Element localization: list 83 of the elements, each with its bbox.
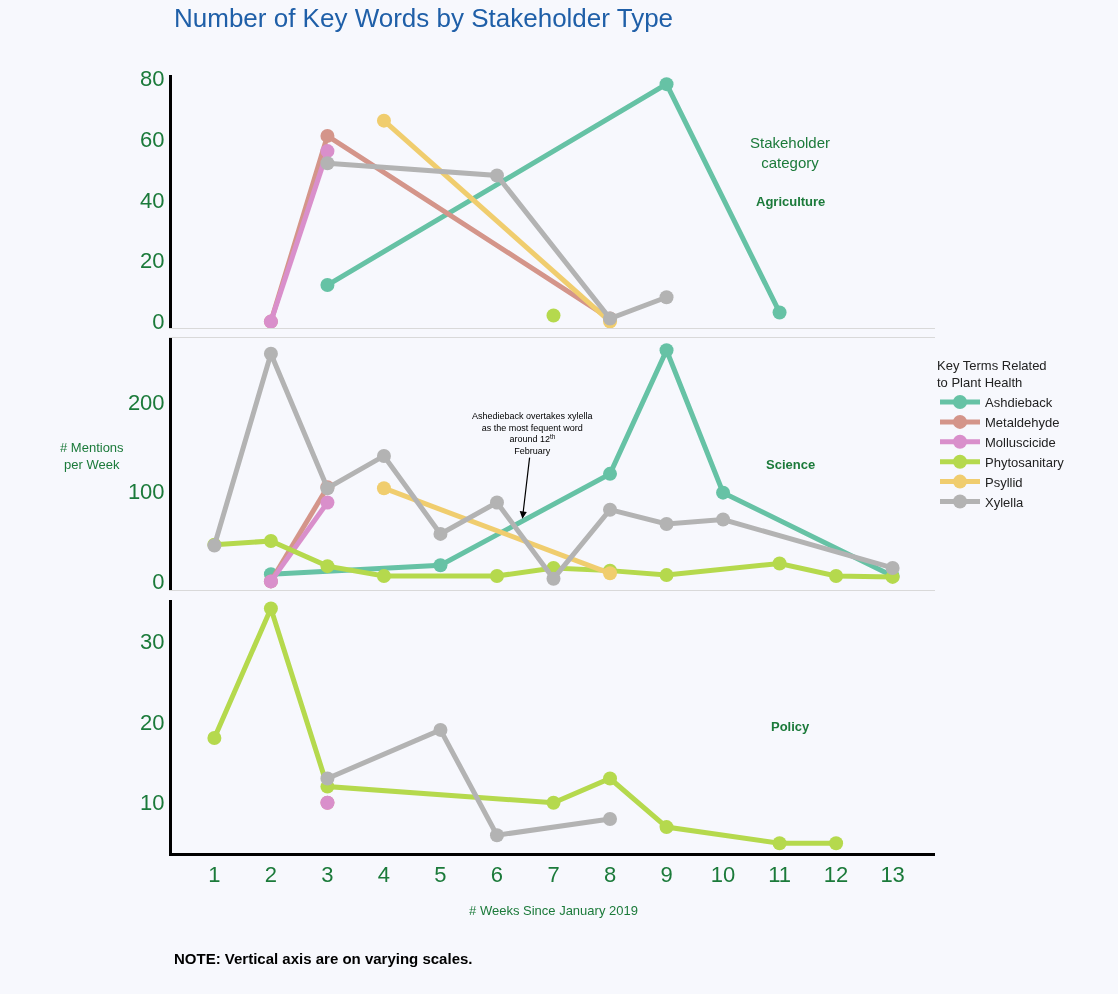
annotation: Ashedieback overtakes xylella as the most fequent word around 12$^{th}$ February [472,411,593,457]
y-tick-label: 20 [140,248,165,274]
point [320,559,335,574]
point [546,571,561,586]
point [320,495,335,510]
point [433,558,448,573]
point [659,77,674,92]
y-tick-label: 20 [140,709,165,735]
x-tick-label: 3 [321,862,334,888]
point [263,601,278,616]
x-tick-label: 2 [264,862,278,888]
point [716,485,731,500]
point [772,556,787,571]
y-tick-label: 100 [127,479,165,505]
legend-title: Key Terms Related to Plant Health [937,358,1047,391]
point [829,569,844,583]
legend-label: Metaldehyde [985,414,1060,430]
y-tick-label: 0 [152,309,165,335]
point [489,495,504,510]
x-tick-label: 1 [208,862,221,888]
x-tick-label: 12 [823,862,849,888]
point [489,828,504,843]
text: NOTE: Vertical axis are on varying scales. [174,950,473,967]
point [376,481,391,496]
x-tick-label: 13 [880,862,905,888]
point [716,512,731,527]
point [603,466,618,481]
y-tick-label: 10 [140,790,165,816]
y-tick-label: 80 [140,65,165,91]
point [207,731,222,745]
point [829,836,844,851]
point [885,560,900,575]
y-tick-label: 30 [140,628,165,654]
y-tick-label: 40 [140,187,165,213]
point [659,568,674,583]
annotation: Stakeholder category [750,134,831,171]
x-tick-label: 8 [603,862,617,888]
y-axis-title: # Mentions per Week [60,440,125,472]
point [659,820,674,835]
point [772,836,787,851]
point [772,305,787,320]
chart-title: Number of Key Words by Stakeholder Type [174,3,674,33]
point [603,811,618,826]
legend-label: Psyllid [985,474,1023,490]
point [433,526,448,541]
point [603,502,618,517]
point [320,771,335,786]
point [489,569,504,583]
x-tick-label: 5 [434,862,447,888]
point [603,771,618,786]
point [659,517,674,532]
point [659,343,674,358]
legend-label: Phytosanitary [985,454,1065,470]
point [376,569,391,583]
x-tick-label: 9 [660,862,673,888]
point [489,168,504,183]
x-tick-label: 11 [768,862,791,888]
legend-label: Xylella [985,494,1025,510]
text: Agriculture [756,194,826,209]
text: Policy [771,719,811,734]
point [320,156,335,171]
x-tick-label: 7 [547,862,560,888]
x-axis-title: # Weeks Since January 2019 [469,903,638,918]
point [376,448,391,463]
point [320,128,335,143]
point [659,290,674,305]
y-tick-label: 200 [127,389,165,415]
x-tick-label: 10 [710,862,736,888]
y-tick-label: 60 [140,126,165,152]
x-tick-label: 4 [377,862,391,888]
point [263,346,278,361]
point [320,144,335,159]
point [546,308,561,323]
x-tick-label: 6 [490,862,504,888]
text: Science [766,457,816,472]
legend-label: Ashdieback [985,395,1053,411]
point [546,795,561,810]
point [320,278,335,293]
y-tick-label: 0 [152,569,165,595]
point [376,113,391,128]
legend-label: Molluscicide [985,434,1056,450]
point [263,534,278,549]
point [433,722,448,737]
